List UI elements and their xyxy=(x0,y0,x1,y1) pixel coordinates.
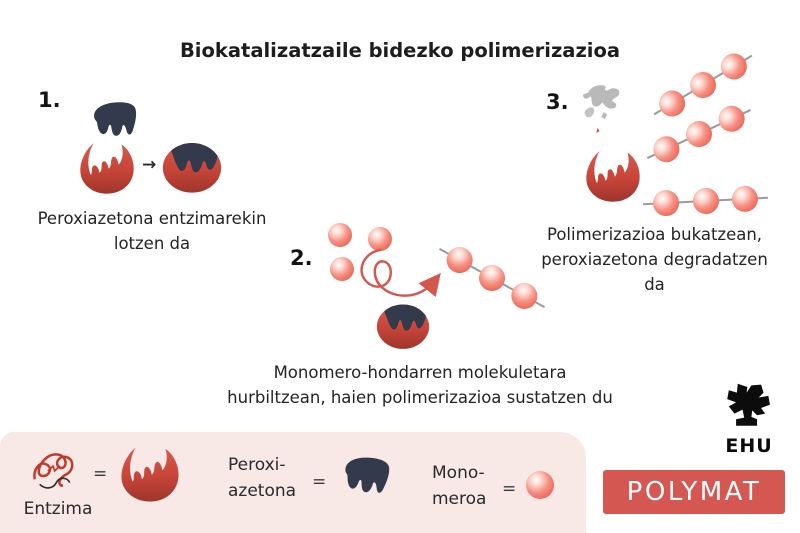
arrow-right-icon: → xyxy=(142,155,157,175)
monomer-sphere xyxy=(681,116,717,152)
polymat-logo: POLYMAT xyxy=(603,470,785,514)
monomer-sphere xyxy=(654,85,690,122)
enzyme-icon xyxy=(116,442,184,504)
monomer-sphere xyxy=(691,187,720,215)
polymer-chain xyxy=(642,185,768,218)
degraded-peroxiacetone-icon xyxy=(570,80,630,144)
step-2-number: 2. xyxy=(290,246,313,270)
caption-line: peroxiazetona degradatzen xyxy=(541,250,768,269)
peroxiacetone-icon xyxy=(340,456,394,502)
equals-sign: = xyxy=(312,472,327,492)
enzyme-peroxiacetone-complex-icon xyxy=(161,138,223,194)
monomer-sphere xyxy=(714,101,749,137)
legend-entzima-label: Entzima xyxy=(23,499,93,519)
ehu-logo-text: EHU xyxy=(725,435,773,457)
protein-ribbon-icon xyxy=(28,444,78,498)
step-3-number: 3. xyxy=(546,90,569,114)
enzyme-icon xyxy=(76,138,138,196)
monomer-sphere xyxy=(330,257,354,281)
step-2-caption: Monomero-hondarren molekuletara hurbiltz… xyxy=(215,360,625,410)
caption-line: hurbiltzean, haien polimerizazioa sustat… xyxy=(227,388,613,407)
monomer-sphere xyxy=(474,260,510,296)
label-line: Peroxi- xyxy=(228,455,286,475)
monomer-sphere xyxy=(328,223,352,247)
monomer-sphere xyxy=(685,67,721,103)
label-line: meroa xyxy=(432,489,487,509)
equals-sign: = xyxy=(502,479,517,499)
monomer-sphere xyxy=(368,227,392,251)
step-3-caption: Polimerizazioa bukatzean, peroxiazetona … xyxy=(512,222,797,297)
legend-monomeroa-label: Mono- meroa xyxy=(432,460,486,512)
monomer-sphere xyxy=(526,471,554,499)
step-1-caption: Peroxiazetona entzimarekin lotzen da xyxy=(22,206,282,256)
caption-line: Monomero-hondarren molekuletara xyxy=(273,363,567,382)
caption-line: lotzen da xyxy=(113,234,191,253)
step-1-number: 1. xyxy=(38,88,61,112)
legend-peroxiazetona-label: Peroxi- azetona xyxy=(228,452,296,504)
caption-line: Peroxiazetona entzimarekin xyxy=(37,209,267,228)
enzyme-peroxiacetone-complex-icon xyxy=(372,300,434,350)
ehu-logo: EHU xyxy=(716,383,782,457)
page-title: Biokatalizatzaile bidezko polimerizazioa xyxy=(179,39,621,63)
legend-box: Entzima = Peroxi- azetona = Mono- meroa … xyxy=(0,432,586,533)
label-line: azetona xyxy=(228,481,297,501)
ehu-tree-icon xyxy=(723,383,775,433)
polymat-logo-text: POLYMAT xyxy=(626,477,762,507)
enzyme-icon xyxy=(580,146,646,204)
monomer-sphere xyxy=(731,185,759,213)
caption-line: Polimerizazioa bukatzean, xyxy=(546,225,763,244)
equals-sign: = xyxy=(93,464,108,484)
monomer-sphere xyxy=(649,131,684,167)
monomer-sphere xyxy=(652,189,680,217)
label-line: Mono- xyxy=(432,463,485,483)
caption-line: da xyxy=(644,275,665,294)
spiral-arrow-icon xyxy=(360,248,441,297)
